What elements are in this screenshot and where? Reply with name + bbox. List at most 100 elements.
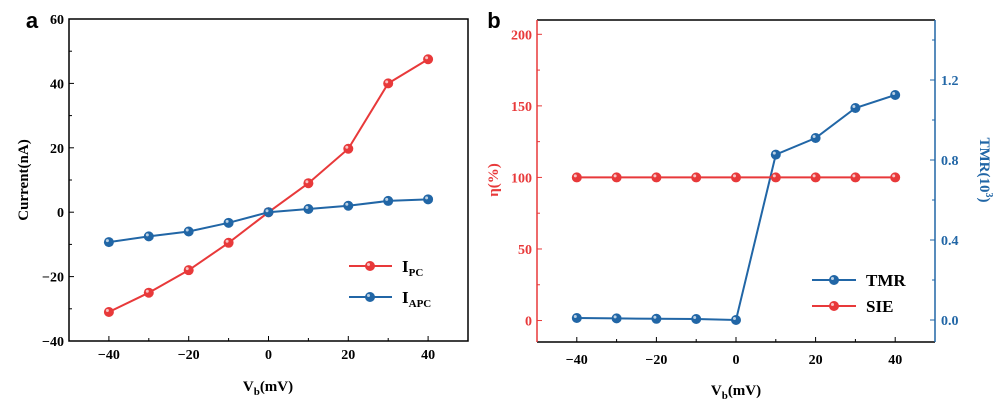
y-tick-label: 40 (50, 77, 64, 92)
y-left-tick-label: 0 (525, 315, 532, 330)
marker-highlight (831, 303, 834, 306)
y-right-axis-label-b: TMR(103) (976, 138, 994, 203)
data-point-IAPC (183, 226, 194, 237)
marker-highlight (892, 92, 896, 95)
marker-highlight (425, 56, 429, 60)
marker-highlight (852, 105, 856, 108)
data-point-SIE (770, 172, 781, 183)
marker-highlight (772, 151, 776, 155)
data-point-IPC (103, 307, 114, 318)
marker-highlight (305, 180, 309, 184)
data-point-TMR (810, 133, 821, 143)
data-point-TMR (691, 314, 702, 324)
series-line-IPC (108, 58, 429, 313)
data-point-IPC (143, 287, 154, 298)
marker-highlight (367, 263, 370, 266)
marker-highlight (145, 233, 149, 237)
marker-highlight (653, 174, 657, 178)
label-end: ) (976, 198, 992, 203)
y-left-tick-label: 50 (518, 243, 532, 258)
y-tick-label: −40 (42, 335, 64, 350)
y-left-tick-label: 200 (511, 28, 532, 43)
data-point-IPC (303, 178, 314, 189)
label-unit: (mV) (260, 379, 293, 395)
label-subscript: b (722, 390, 728, 402)
y-left-tick-label: 100 (511, 171, 532, 186)
label-main: I (402, 288, 409, 307)
marker-highlight (185, 228, 189, 232)
data-point-SIE (731, 172, 741, 183)
marker-highlight (305, 205, 309, 209)
marker-highlight (145, 289, 149, 293)
y-tick-label: 20 (50, 142, 64, 157)
series-line-IAPC (108, 198, 429, 244)
y-right-tick-label: 0.4 (941, 234, 959, 249)
x-tick-label: 20 (809, 353, 823, 368)
label-main: V (711, 383, 722, 399)
marker-highlight (693, 316, 697, 319)
label-main: V (243, 379, 254, 395)
panel-label-a: a (26, 8, 39, 33)
y-left-tick-label: 150 (511, 100, 532, 115)
label-subscript: PC (409, 267, 424, 279)
marker-highlight (733, 317, 736, 320)
series-line-TMR (576, 94, 896, 322)
marker-highlight (831, 277, 834, 280)
label-main: TMR(10 (976, 138, 992, 193)
marker-highlight (225, 219, 229, 223)
x-axis-label-b: Vb(mV) (711, 383, 761, 402)
marker-highlight (345, 145, 349, 149)
x-tick-label: 20 (341, 348, 355, 363)
data-point-TMR (890, 90, 901, 100)
y-right-tick-label: 0.0 (941, 314, 959, 329)
data-point-TMR (571, 313, 582, 323)
x-tick-label: −40 (566, 353, 588, 368)
marker-highlight (265, 209, 269, 213)
label-superscript: 3 (983, 193, 994, 198)
data-point-IAPC (223, 217, 234, 228)
data-point-IAPC (423, 194, 434, 205)
data-point-SIE (691, 172, 702, 183)
marker-highlight (367, 294, 370, 297)
marker-highlight (573, 174, 577, 178)
x-tick-label: 0 (265, 348, 272, 363)
marker-highlight (613, 174, 617, 178)
x-axis-label-a: Vb(mV) (243, 379, 293, 398)
legend-label-SIE: SIE (866, 297, 893, 316)
legend-marker-SIE (829, 301, 839, 311)
data-point-TMR (850, 103, 861, 113)
legend-marker-IPC (365, 261, 375, 271)
data-point-IPC (343, 143, 354, 154)
y-axis-label-a: Current(nA) (16, 139, 32, 220)
y-left-axis-label-b: η(%) (486, 163, 502, 197)
marker-highlight (613, 315, 617, 319)
legend-label-TMR: TMR (866, 271, 906, 290)
y-right-tick-label: 0.8 (941, 154, 959, 169)
x-tick-label: −20 (178, 348, 200, 363)
data-point-SIE (571, 172, 582, 183)
data-point-TMR (611, 313, 622, 324)
marker-highlight (385, 197, 389, 201)
data-point-IPC (223, 237, 234, 248)
data-point-TMR (770, 149, 781, 160)
legend-label-IPC: IPC (402, 257, 423, 279)
legend-marker-IAPC (365, 292, 375, 302)
data-point-SIE (611, 172, 622, 183)
label-subscript: APC (409, 298, 432, 310)
data-point-SIE (810, 172, 821, 183)
y-tick-label: 60 (50, 13, 64, 28)
data-point-IAPC (343, 200, 354, 211)
data-point-IPC (183, 265, 194, 276)
data-point-IPC (383, 78, 394, 89)
y-tick-label: −20 (42, 271, 64, 286)
data-point-IAPC (383, 195, 394, 206)
data-point-TMR (651, 313, 662, 324)
data-point-SIE (850, 172, 861, 183)
marker-highlight (385, 80, 389, 84)
x-tick-label: 40 (421, 348, 435, 363)
marker-highlight (772, 174, 776, 178)
data-point-TMR (731, 315, 741, 325)
marker-highlight (225, 239, 229, 243)
marker-highlight (345, 202, 349, 206)
